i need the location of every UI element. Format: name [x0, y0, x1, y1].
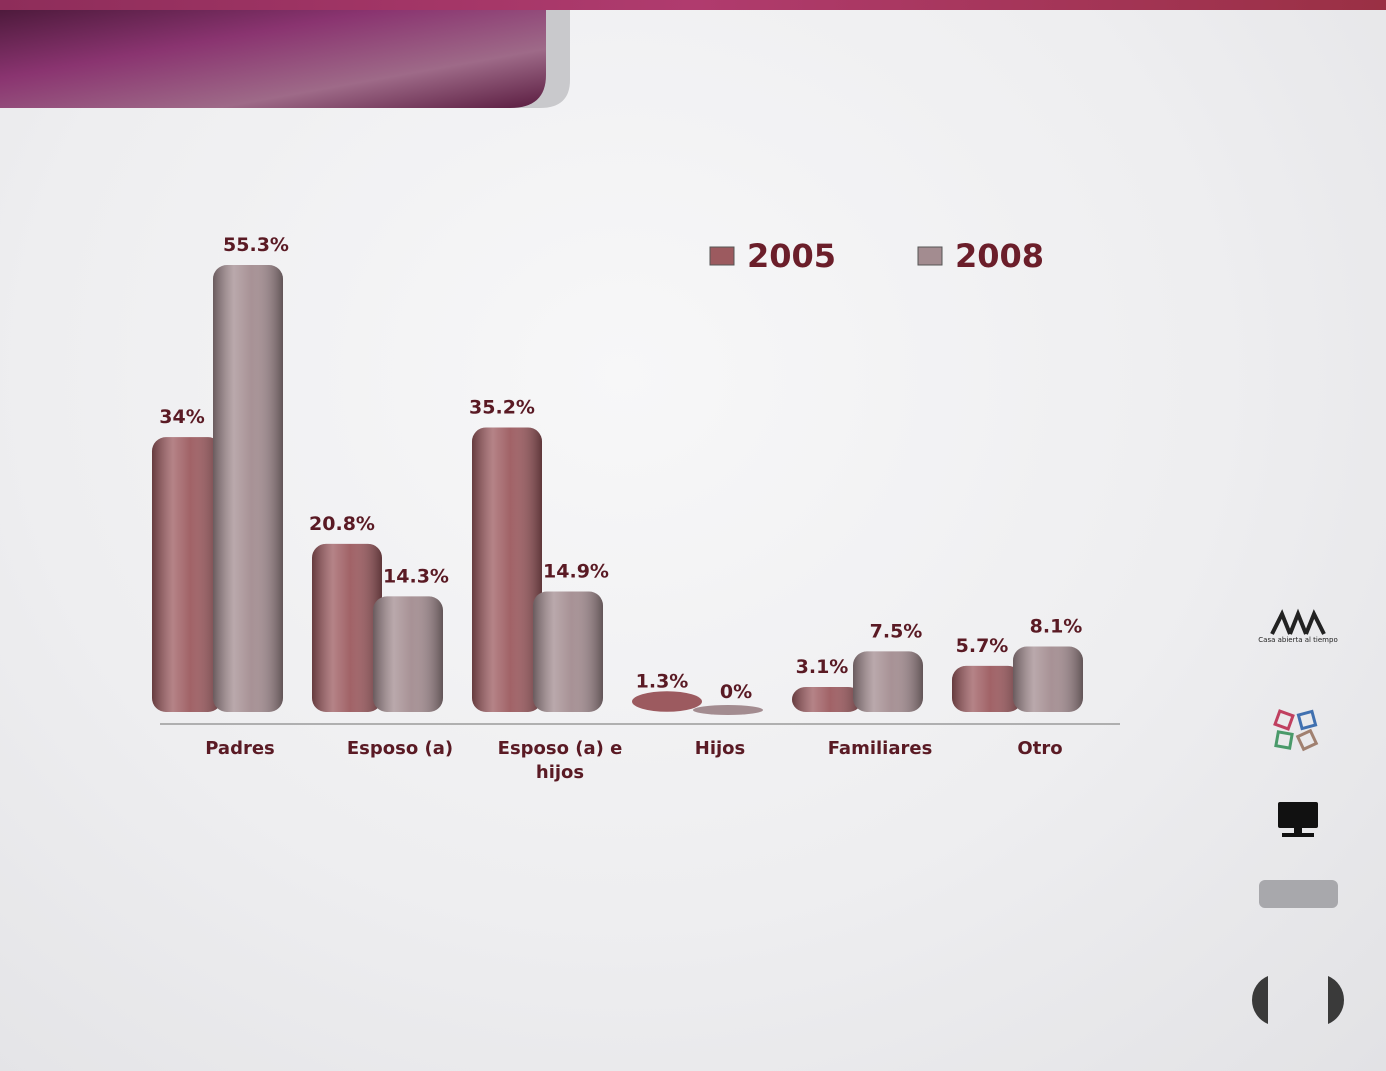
value-label: 35.2%	[469, 396, 535, 418]
value-label: 8.1%	[1030, 616, 1083, 638]
legend-swatch	[917, 246, 943, 266]
bar-group	[152, 437, 222, 712]
banner	[0, 10, 546, 108]
bar-group	[853, 651, 923, 712]
bar-shine	[373, 596, 443, 712]
legend-swatch	[709, 246, 735, 266]
value-label: 7.5%	[870, 620, 923, 642]
bar-shine	[312, 543, 382, 712]
bar-group	[952, 665, 1022, 712]
next-button[interactable]	[1328, 976, 1344, 1024]
bar-group	[213, 265, 283, 712]
bar-group	[693, 705, 763, 715]
x-tick-label: Padres	[205, 738, 275, 759]
bar-group	[632, 691, 702, 712]
value-label: 0%	[720, 681, 752, 703]
logo-icon	[1270, 608, 1326, 635]
x-tick-label: Otro	[1017, 738, 1063, 759]
x-tick-label: Hijos	[694, 738, 746, 759]
value-label: 20.8%	[309, 513, 375, 535]
bar-group	[472, 427, 542, 712]
value-label: 5.7%	[956, 635, 1009, 657]
value-label: 55.3%	[223, 234, 289, 256]
bar-group	[373, 596, 443, 712]
bar-shine	[533, 591, 603, 712]
x-tick-label: Familiares	[827, 738, 933, 759]
bar-shine	[853, 651, 923, 712]
x-tick-label: Esposo (a)	[346, 738, 454, 759]
menu-button[interactable]	[1259, 880, 1338, 908]
shapes-icon	[1273, 709, 1319, 752]
value-label: 34%	[159, 406, 204, 428]
top-strip	[0, 0, 1386, 10]
bar-shine	[213, 265, 283, 712]
bar-group	[312, 543, 382, 712]
legend-label: 2008	[955, 237, 1044, 275]
bar	[632, 691, 702, 712]
bar-shine	[1013, 646, 1083, 712]
value-label: 3.1%	[796, 656, 849, 678]
value-label: 1.3%	[636, 670, 689, 692]
value-label: 14.9%	[543, 561, 609, 583]
x-tick-label: Esposo (a) e hijos	[497, 738, 623, 783]
bar-group	[792, 686, 862, 712]
bar	[693, 705, 763, 715]
monitor-icon	[1278, 802, 1318, 837]
value-label: 14.3%	[383, 565, 449, 587]
bar-group	[1013, 646, 1083, 712]
bar-group	[533, 591, 603, 712]
legend-label: 2005	[747, 237, 836, 275]
logo-caption: Casa abierta al tiempo	[1258, 636, 1337, 644]
bar-shine	[792, 686, 862, 712]
prev-button[interactable]	[1252, 976, 1268, 1024]
bar-shine	[952, 665, 1022, 712]
bar-shine	[152, 437, 222, 712]
bar-shine	[472, 427, 542, 712]
